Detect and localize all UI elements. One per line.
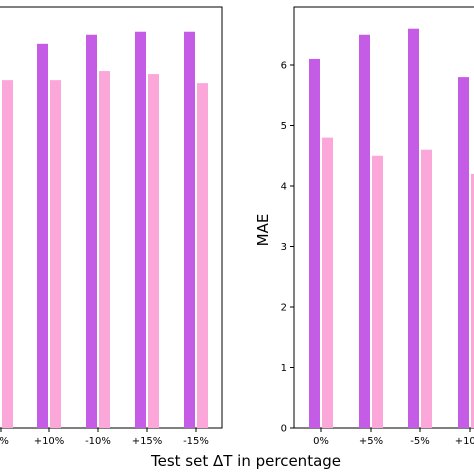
right-plot-frame (293, 6, 474, 429)
right-y-tick-label-0: 0 (281, 424, 287, 435)
left-x-tick-label-0: 0% (0, 436, 9, 447)
right-x-tick-label-2: -5% (410, 436, 429, 447)
right-bar-series1-3 (458, 77, 469, 428)
right-bar-series2-0 (322, 137, 333, 428)
right-y-tick-label-6: 6 (281, 61, 287, 72)
right-bar-series1-0 (309, 58, 320, 428)
chart-left: 0% +10% -10% +15% -15% Test set ΔT in percen… (0, 6, 341, 470)
left-bar-series1-1 (37, 43, 48, 428)
left-bar-series1-2 (86, 34, 97, 428)
left-bar-series2-1 (50, 80, 61, 428)
right-y-tick-label-5: 5 (281, 121, 287, 132)
right-y-axis-label: MAE (254, 214, 272, 247)
left-bar-series2-4 (197, 83, 208, 429)
right-y-tick-label-3: 3 (281, 242, 287, 253)
right-bar-series1-2 (408, 28, 419, 428)
right-bar-series2-2 (421, 149, 432, 428)
left-x-tick-label-2: -10% (85, 436, 111, 447)
chart-right: 0 1 2 3 4 5 6 0% +5% -5% +10% MAE (254, 6, 474, 447)
right-x-tick-label-3: +10% (455, 436, 474, 447)
right-bar-series1-1 (359, 34, 370, 428)
left-bar-series1-3 (135, 31, 146, 428)
right-x-tick-label-1: +5% (359, 436, 383, 447)
right-x-tick-label-0: 0% (313, 436, 329, 447)
right-bar-series2-3 (471, 173, 474, 428)
left-x-tick-label-3: +15% (132, 436, 163, 447)
right-bar-series2-1 (372, 155, 383, 428)
left-x-axis-label: Test set ΔT in percentage (150, 452, 341, 470)
left-bar-series2-0 (2, 80, 13, 428)
left-bar-series1-4 (184, 31, 195, 428)
left-x-tick-label-1: +10% (34, 436, 65, 447)
right-y-tick-label-1: 1 (281, 363, 287, 374)
left-bar-series2-3 (148, 74, 159, 428)
right-y-tick-label-4: 4 (281, 182, 287, 193)
left-x-tick-label-4: -15% (183, 436, 209, 447)
left-bar-series2-2 (99, 71, 110, 429)
right-y-tick-label-2: 2 (281, 303, 287, 314)
